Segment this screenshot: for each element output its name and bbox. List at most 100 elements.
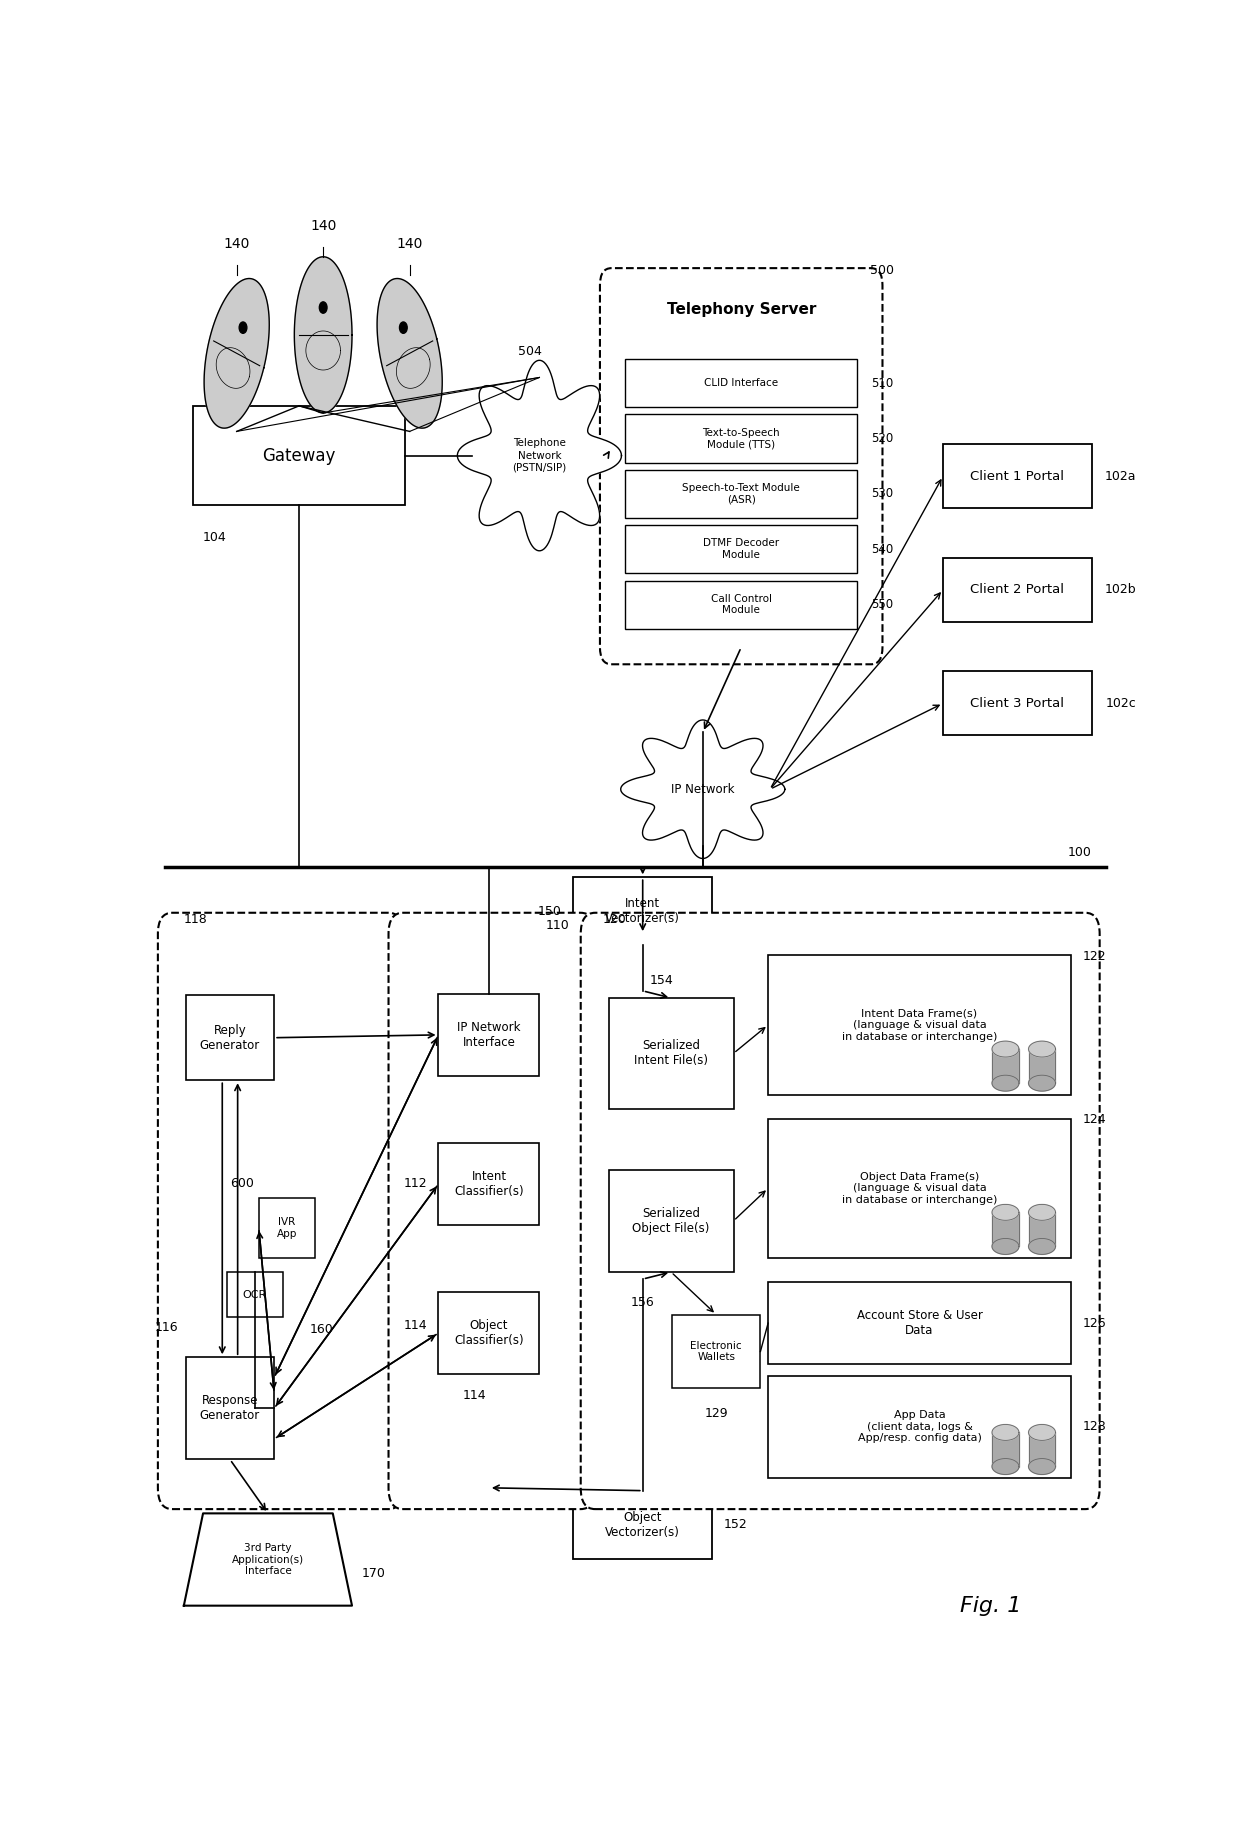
Text: 104: 104 [203, 531, 227, 544]
FancyBboxPatch shape [573, 1490, 712, 1558]
Text: 510: 510 [872, 376, 894, 389]
Text: Client 1 Portal: Client 1 Portal [971, 470, 1064, 483]
Polygon shape [1028, 1459, 1055, 1475]
Circle shape [239, 323, 247, 334]
FancyBboxPatch shape [600, 267, 883, 664]
Text: Serialized
Object File(s): Serialized Object File(s) [632, 1206, 709, 1235]
Text: Intent
Classifier(s): Intent Classifier(s) [454, 1169, 523, 1199]
Polygon shape [184, 1514, 352, 1606]
FancyBboxPatch shape [768, 955, 1071, 1095]
Text: 118: 118 [184, 913, 207, 926]
FancyBboxPatch shape [768, 1282, 1071, 1365]
Text: Client 3 Portal: Client 3 Portal [971, 697, 1064, 710]
Text: DTMF Decoder
Module: DTMF Decoder Module [703, 538, 779, 561]
Polygon shape [992, 1049, 1019, 1082]
Polygon shape [992, 1075, 1019, 1092]
FancyBboxPatch shape [625, 470, 858, 518]
Text: 3rd Party
Application(s)
Interface: 3rd Party Application(s) Interface [232, 1543, 304, 1577]
Text: 520: 520 [872, 431, 894, 444]
Text: Telephone
Network
(PSTN/SIP): Telephone Network (PSTN/SIP) [512, 439, 567, 472]
Text: IVR
App: IVR App [277, 1217, 296, 1239]
FancyBboxPatch shape [193, 406, 404, 505]
Text: Telephony Server: Telephony Server [667, 302, 816, 317]
Text: Serialized
Intent File(s): Serialized Intent File(s) [634, 1040, 708, 1068]
FancyBboxPatch shape [942, 557, 1092, 621]
Text: Client 2 Portal: Client 2 Portal [971, 583, 1064, 596]
FancyBboxPatch shape [186, 996, 274, 1081]
Text: 114: 114 [403, 1320, 427, 1333]
Text: 500: 500 [870, 264, 894, 277]
Polygon shape [1028, 1424, 1055, 1440]
Polygon shape [1028, 1204, 1055, 1221]
Text: 110: 110 [546, 918, 569, 931]
Polygon shape [1028, 1049, 1055, 1082]
Polygon shape [621, 719, 785, 859]
FancyBboxPatch shape [625, 526, 858, 573]
Text: IP Network: IP Network [671, 782, 734, 797]
Text: 102a: 102a [1105, 470, 1137, 483]
Text: App Data
(client data, logs &
App/resp. config data): App Data (client data, logs & App/resp. … [858, 1411, 981, 1444]
FancyBboxPatch shape [439, 1143, 539, 1224]
Text: 154: 154 [650, 974, 673, 987]
Text: 530: 530 [872, 487, 894, 500]
Text: 140: 140 [310, 219, 336, 232]
Text: Account Store & User
Data: Account Store & User Data [857, 1309, 982, 1337]
Polygon shape [1028, 1042, 1055, 1057]
Polygon shape [294, 256, 352, 413]
Polygon shape [1028, 1212, 1055, 1247]
FancyBboxPatch shape [942, 444, 1092, 509]
Text: Call Control
Module: Call Control Module [711, 594, 771, 616]
Polygon shape [992, 1433, 1019, 1466]
Text: 152: 152 [724, 1518, 748, 1531]
FancyBboxPatch shape [157, 913, 403, 1508]
Circle shape [320, 302, 327, 313]
Text: Intent
Vectorizer(s): Intent Vectorizer(s) [605, 898, 681, 926]
Text: Response
Generator: Response Generator [200, 1394, 260, 1422]
Polygon shape [992, 1204, 1019, 1221]
Text: 124: 124 [1083, 1114, 1106, 1127]
FancyBboxPatch shape [580, 913, 1100, 1508]
Text: 114: 114 [463, 1389, 486, 1401]
Text: 102c: 102c [1105, 697, 1136, 710]
Text: 160: 160 [310, 1324, 334, 1337]
Text: 120: 120 [603, 913, 626, 926]
Text: 112: 112 [403, 1178, 427, 1191]
Polygon shape [377, 278, 443, 428]
Text: Intent Data Frame(s)
(language & visual data
in database or interchange): Intent Data Frame(s) (language & visual … [842, 1009, 997, 1042]
Text: Object Data Frame(s)
(language & visual data
in database or interchange): Object Data Frame(s) (language & visual … [842, 1171, 997, 1204]
Polygon shape [1028, 1433, 1055, 1466]
Text: 129: 129 [704, 1407, 728, 1420]
FancyBboxPatch shape [768, 1119, 1071, 1258]
Polygon shape [992, 1212, 1019, 1247]
Polygon shape [1028, 1075, 1055, 1092]
Text: 550: 550 [872, 597, 894, 610]
FancyBboxPatch shape [609, 998, 734, 1108]
Text: 100: 100 [1068, 846, 1092, 859]
Text: Electronic
Wallets: Electronic Wallets [691, 1341, 742, 1363]
Text: Speech-to-Text Module
(ASR): Speech-to-Text Module (ASR) [682, 483, 800, 505]
Text: 504: 504 [518, 345, 542, 358]
Polygon shape [992, 1459, 1019, 1475]
Polygon shape [992, 1042, 1019, 1057]
Text: 156: 156 [631, 1296, 655, 1309]
FancyBboxPatch shape [609, 1169, 734, 1272]
Text: Object
Vectorizer(s): Object Vectorizer(s) [605, 1510, 681, 1538]
FancyBboxPatch shape [439, 994, 539, 1077]
FancyBboxPatch shape [625, 360, 858, 408]
FancyBboxPatch shape [259, 1199, 315, 1258]
Text: Text-to-Speech
Module (TTS): Text-to-Speech Module (TTS) [702, 428, 780, 450]
Text: 128: 128 [1083, 1420, 1106, 1433]
FancyBboxPatch shape [439, 1293, 539, 1374]
Text: 140: 140 [397, 238, 423, 251]
Polygon shape [992, 1424, 1019, 1440]
FancyBboxPatch shape [388, 913, 595, 1508]
FancyBboxPatch shape [227, 1272, 283, 1317]
Polygon shape [992, 1239, 1019, 1254]
Text: 116: 116 [155, 1322, 179, 1335]
FancyBboxPatch shape [186, 1357, 274, 1459]
Text: 126: 126 [1083, 1317, 1106, 1330]
FancyBboxPatch shape [625, 581, 858, 629]
Text: 170: 170 [362, 1567, 386, 1580]
FancyBboxPatch shape [768, 1376, 1071, 1477]
Polygon shape [205, 278, 269, 428]
